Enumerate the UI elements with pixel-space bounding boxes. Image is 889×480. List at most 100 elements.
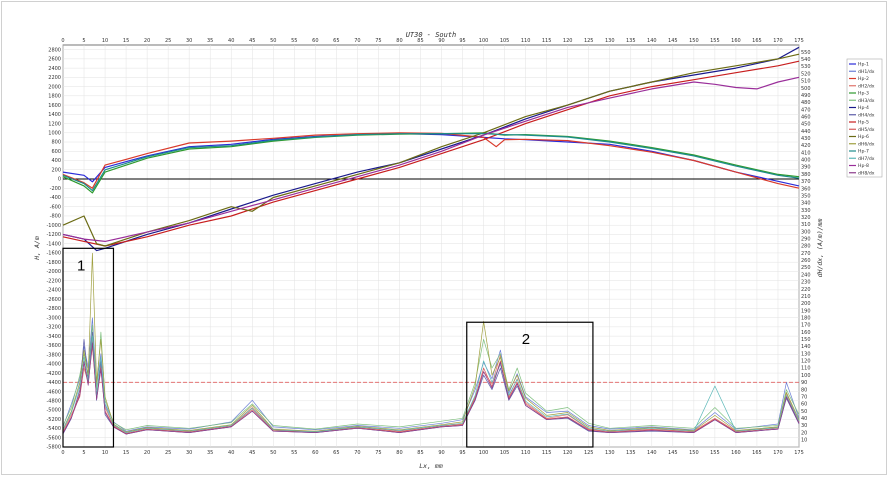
x-tick-label-top: 135 [626,38,636,44]
chart-annotations: 12 [62,247,594,448]
x-tick-label-top: 0 [61,38,64,44]
y-right-tick-label: 230 [801,280,811,286]
y-left-tick-label: -1800 [46,260,61,266]
x-tick-label-top: 15 [123,38,129,44]
legend-entry: Hp-2 [858,76,869,82]
legend-entry: Hp-8 [858,163,869,169]
legend-entry: Hp-5 [858,120,869,126]
legend-entry: dH4/dx [858,112,875,118]
legend-entry: Hp-3 [858,91,869,97]
y-right-tick-label: 410 [801,150,811,156]
x-tick-label-top: 60 [312,38,318,44]
y-left-tick-label: 1200 [48,121,61,127]
x-tick-label-bottom: 65 [333,450,339,456]
y-left-tick-label: -4000 [46,362,61,368]
y-left-tick-label: -5800 [46,445,61,451]
y-left-tick-label: -1600 [46,251,61,257]
y-right-tick-label: 200 [801,301,811,307]
y-left-tick-label: -2000 [46,269,61,275]
x-tick-label-top: 45 [249,38,255,44]
legend-entry: dH1/dx [858,69,875,75]
right-y-axis-label: dH/dx, (A/m)/mm [816,219,824,278]
x-tick-label-bottom: 150 [689,450,699,456]
y-right-tick-label: 490 [801,93,811,99]
x-tick-label-top: 125 [584,38,594,44]
y-left-tick-label: -4800 [46,398,61,404]
x-tick-label-bottom: 25 [165,450,171,456]
x-tick-label-bottom: 135 [626,450,636,456]
y-right-tick-label: 50 [801,409,807,415]
series-line [62,76,800,242]
x-tick-label-bottom: 105 [500,450,510,456]
x-tick-label-bottom: 95 [459,450,465,456]
x-tick-label-top: 70 [354,38,360,44]
y-right-tick-label: 100 [801,373,811,379]
x-tick-label-bottom: 20 [144,450,150,456]
series-line [62,133,800,192]
x-tick-label-top: 145 [668,38,678,44]
y-right-tick-label: 480 [801,100,811,106]
y-left-tick-label: -2800 [46,306,61,312]
y-right-tick-label: 390 [801,165,811,171]
y-left-tick-label: 2400 [48,66,61,72]
legend-entry: dH2/dx [858,83,875,89]
x-tick-label-bottom: 120 [563,450,573,456]
left-y-axis-label: H, A/m [33,236,41,261]
y-right-tick-label: 300 [801,229,811,235]
y-left-tick-label: -3200 [46,325,61,331]
legend-entry: dH6/dx [858,141,875,147]
chart-grid [62,44,800,448]
x-tick-label-top: 40 [228,38,234,44]
axis-ticks: 0055101015152020252530303535404045455050… [46,38,810,456]
x-tick-label-top: 65 [333,38,339,44]
y-right-tick-label: 190 [801,308,811,314]
annotation-label: 2 [522,331,530,348]
x-tick-label-bottom: 50 [270,450,276,456]
x-tick-label-top: 95 [459,38,465,44]
x-tick-label-bottom: 15 [123,450,129,456]
y-left-tick-label: -5200 [46,417,61,423]
x-tick-label-top: 100 [479,38,489,44]
x-tick-label-bottom: 115 [542,450,552,456]
y-right-tick-label: 80 [801,387,807,393]
x-tick-label-bottom: 90 [438,450,444,456]
x-tick-label-top: 30 [186,38,192,44]
legend-entry: dH3/dx [858,98,875,104]
y-right-tick-label: 150 [801,337,811,343]
x-tick-label-bottom: 155 [710,450,720,456]
y-left-tick-label: -3000 [46,315,61,321]
y-left-tick-label: 600 [51,149,61,155]
y-right-tick-label: 170 [801,323,811,329]
y-left-tick-label: 1000 [48,130,61,136]
legend-entry: dH7/dx [858,156,875,162]
legend-entry: dH8/dx [858,170,875,176]
y-left-tick-label: 2200 [48,75,61,81]
y-right-tick-label: 550 [801,50,811,56]
y-right-tick-label: 530 [801,64,811,70]
y-right-tick-label: 400 [801,158,811,164]
y-right-tick-label: 460 [801,114,811,120]
x-tick-label-bottom: 5 [82,450,85,456]
y-left-tick-label: -600 [50,204,61,210]
annotation-box [62,247,115,448]
legend-entry: Hp-1 [858,62,869,68]
y-right-tick-label: 20 [801,430,807,436]
x-tick-label-top: 110 [521,38,531,44]
plot-area [62,44,800,448]
y-right-tick-label: 260 [801,258,811,264]
x-tick-label-top: 115 [542,38,552,44]
y-right-tick-label: 180 [801,315,811,321]
x-tick-label-bottom: 140 [647,450,657,456]
y-left-tick-label: -2200 [46,278,61,284]
y-right-tick-label: 110 [801,366,811,372]
y-right-tick-label: 220 [801,287,811,293]
x-tick-label-top: 50 [270,38,276,44]
x-tick-label-top: 105 [500,38,510,44]
y-right-tick-label: 330 [801,208,811,214]
y-right-tick-label: 10 [801,438,807,444]
y-left-tick-label: -1200 [46,232,61,238]
y-left-tick-label: -1000 [46,223,61,229]
x-tick-label-top: 75 [375,38,381,44]
